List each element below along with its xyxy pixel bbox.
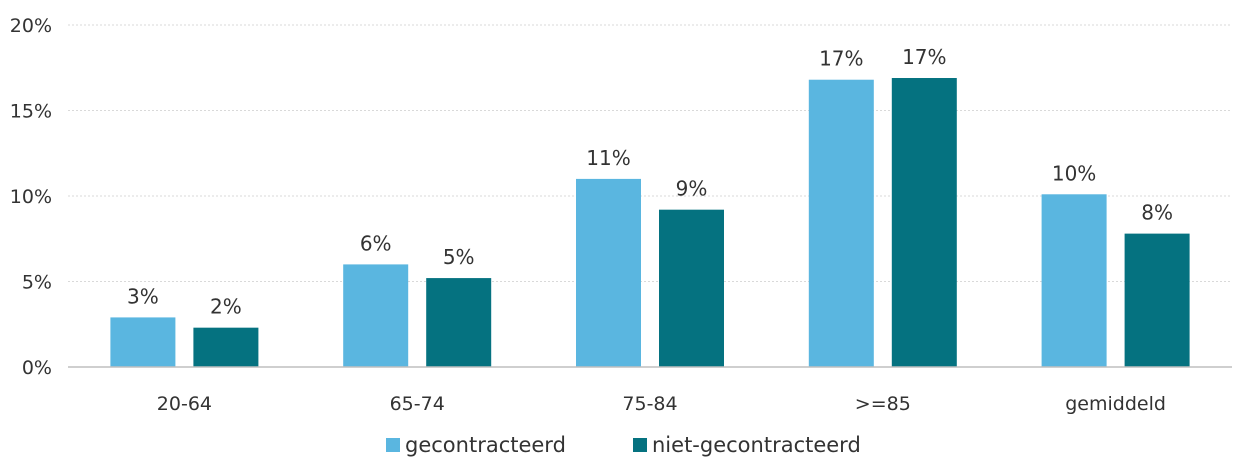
y-tick-label: 10% [10,186,52,208]
bar [343,264,409,367]
y-axis: 0% 5% 10% 15% 20% [10,15,52,379]
legend-swatch [633,438,647,452]
bar [808,79,874,367]
x-axis: 20-64 65-74 75-84 >=85 gemiddeld [157,393,1166,415]
data-label: 8% [1141,201,1173,225]
legend-label: gecontracteerd [405,433,566,457]
x-tick-label: >=85 [855,393,911,415]
y-tick-label: 0% [22,357,52,379]
gridlines [68,24,1232,282]
legend-swatch [386,438,400,452]
bar [193,327,259,367]
data-label: 6% [360,231,392,255]
x-tick-label: 65-74 [390,393,445,415]
data-label: 2% [210,295,242,319]
bar [576,178,641,367]
legend: gecontracteerd niet-gecontracteerd [386,433,861,457]
data-label: 17% [819,47,863,71]
bar [1124,233,1190,367]
data-label: 17% [902,45,946,69]
legend-label: niet-gecontracteerd [652,433,861,457]
data-label: 9% [676,177,708,201]
data-label: 10% [1052,161,1096,185]
bars [110,78,1190,367]
bar [426,278,492,367]
y-tick-label: 15% [10,101,52,123]
data-labels: 3% 2% 6% 5% 11% 9% 17% 17% 10% 8% [127,45,1173,319]
x-tick-label: 75-84 [622,393,677,415]
bar [891,78,957,367]
data-label: 11% [586,146,630,170]
bar [110,317,176,367]
bar [659,209,724,367]
bar [1041,194,1107,367]
y-tick-label: 5% [22,272,52,294]
x-tick-label: gemiddeld [1065,393,1166,415]
x-tick-label: 20-64 [157,393,212,415]
data-label: 3% [127,284,159,308]
data-label: 5% [443,245,475,269]
y-tick-label: 20% [10,15,52,37]
